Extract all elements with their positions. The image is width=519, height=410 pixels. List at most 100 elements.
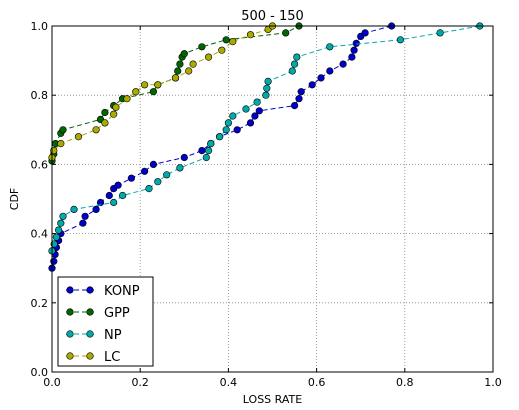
data-point <box>348 53 356 61</box>
y-axis-title: CDF <box>8 188 21 210</box>
data-point <box>207 140 215 148</box>
legend-marker <box>66 308 74 316</box>
data-point <box>198 43 206 51</box>
data-point <box>229 112 237 120</box>
data-point <box>246 119 255 127</box>
data-point <box>110 110 118 118</box>
data-point <box>96 198 105 207</box>
data-point <box>141 81 149 89</box>
data-point <box>174 67 182 75</box>
data-point <box>105 191 113 200</box>
data-point <box>54 226 63 234</box>
legend-marker <box>66 286 74 294</box>
data-point <box>92 205 100 213</box>
data-point <box>253 98 261 106</box>
legend-marker <box>66 352 74 360</box>
data-point <box>218 46 226 54</box>
data-point <box>171 74 180 82</box>
data-point <box>50 257 58 265</box>
y-tick-label: 0.4 <box>31 228 49 241</box>
data-point <box>251 112 259 120</box>
data-point <box>149 160 157 168</box>
data-point <box>216 133 224 141</box>
series-np <box>48 22 484 255</box>
data-point <box>57 140 65 148</box>
legend-item: NP <box>66 328 122 343</box>
data-point <box>326 43 334 51</box>
plot-frame <box>51 25 494 373</box>
y-tick-label: 0.8 <box>31 89 49 102</box>
data-point <box>189 60 197 68</box>
chart-title: 500 - 150 <box>241 9 304 24</box>
y-tick-label: 1.0 <box>31 20 49 33</box>
data-point <box>350 46 358 54</box>
data-point <box>180 153 188 162</box>
data-point <box>59 126 67 134</box>
legend-box <box>57 276 154 367</box>
data-point <box>282 29 290 37</box>
data-point <box>233 126 241 134</box>
data-point <box>114 181 122 189</box>
data-point <box>70 205 78 213</box>
data-point <box>222 36 230 44</box>
data-point <box>246 31 255 39</box>
legend-item: GPP <box>66 306 130 321</box>
data-point <box>50 147 58 155</box>
data-point <box>92 126 100 134</box>
data-point <box>59 212 67 220</box>
data-point <box>297 88 305 96</box>
data-point <box>101 108 109 117</box>
data-point <box>81 212 89 220</box>
legend-label: GPP <box>104 306 130 321</box>
data-point <box>154 81 162 89</box>
data-point <box>352 39 360 47</box>
data-point <box>288 67 296 75</box>
data-point <box>242 105 250 113</box>
data-point <box>291 60 299 68</box>
y-tick-label: 0.6 <box>31 158 49 171</box>
legend-marker <box>66 330 74 338</box>
data-point <box>176 164 184 172</box>
data-point <box>52 233 61 241</box>
legend-label: NP <box>104 328 122 343</box>
data-point <box>145 185 153 193</box>
legend-marker <box>86 308 94 316</box>
y-tick-label: 0.2 <box>31 297 49 310</box>
data-point <box>339 60 347 68</box>
data-point <box>118 191 127 200</box>
data-point <box>110 198 118 207</box>
data-point <box>263 84 271 92</box>
data-point <box>361 29 369 37</box>
data-point <box>293 53 301 61</box>
x-tick-label: 0.0 <box>43 376 61 389</box>
axis-ticks: 0.0 0.2 0.4 0.6 0.8 1.0 0.0 0.2 0.4 0.6 0.8 1.0 <box>31 20 502 389</box>
data-point <box>317 74 325 82</box>
data-point <box>50 240 58 248</box>
data-point <box>180 50 188 58</box>
data-point <box>154 178 162 186</box>
data-point <box>264 77 272 85</box>
x-tick-label: 0.4 <box>220 376 238 389</box>
data-point <box>229 37 237 46</box>
data-point <box>127 174 135 182</box>
data-point <box>396 36 405 44</box>
data-point <box>185 67 193 75</box>
legend-marker <box>86 330 94 338</box>
legend-item: KONP <box>66 284 140 299</box>
data-point <box>326 67 334 75</box>
data-point <box>198 147 206 155</box>
x-tick-label: 0.6 <box>308 376 326 389</box>
data-point <box>101 119 109 127</box>
y-tick-label: 0.0 <box>31 366 49 379</box>
data-point <box>79 219 87 227</box>
data-point <box>57 219 65 227</box>
legend-marker <box>86 352 94 360</box>
data-point <box>123 95 131 103</box>
data-point <box>222 126 230 134</box>
data-point <box>149 88 157 96</box>
x-axis-title: LOSS RATE <box>243 393 302 406</box>
data-point <box>112 103 120 111</box>
data-point <box>202 153 210 162</box>
x-tick-label: 0.8 <box>396 376 414 389</box>
